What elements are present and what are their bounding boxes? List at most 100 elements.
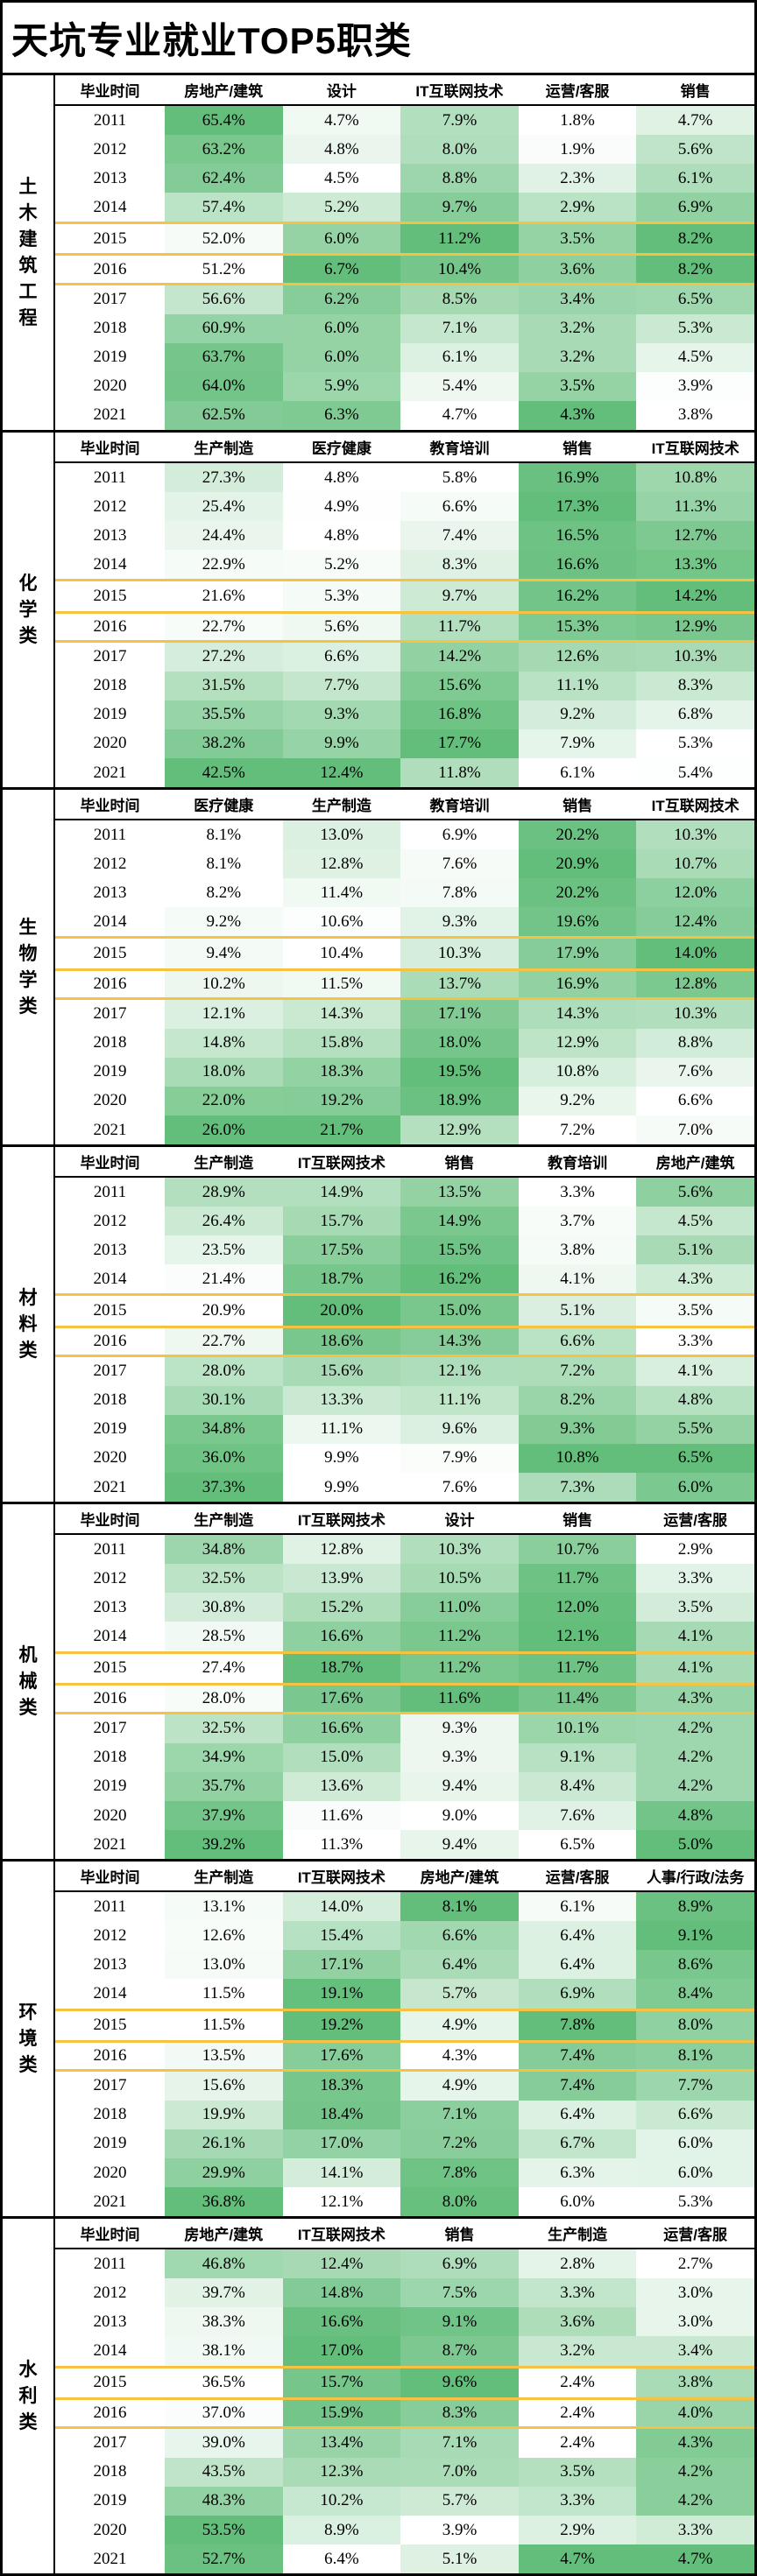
heatmap-cell: 11.2% [400,1653,519,1683]
year-label: 2014 [55,2336,165,2366]
heatmap-cell: 4.2% [636,1742,754,1772]
heatmap-cell: 5.2% [282,550,401,580]
heatmap-cell: 7.6% [518,1800,637,1831]
section-table: 毕业时间 生产制造 IT互联网技术 销售 教育培训 房地产/建筑 2011 28.9% 14.9… [55,1147,754,1503]
column-header: 生产制造 [311,798,371,815]
heatmap-cell: 4.3% [636,1264,754,1294]
section-label-char: 水 [18,2360,38,2381]
heatmap-cell: 8.8% [400,164,519,194]
heatmap-cell: 7.0% [636,1116,754,1145]
heatmap-cell: 31.5% [165,671,283,700]
heatmap-cell: 5.9% [282,371,401,401]
header-row: 毕业时间 房地产/建筑 IT互联网技术 销售 生产制造 运营/客服 [55,2219,754,2250]
table-row: 2011 34.8% 12.8% 10.3% 10.7% 2.9% [55,1535,754,1565]
heatmap-cell: 12.1% [165,999,283,1029]
heatmap-cell: 62.5% [165,400,283,431]
heatmap-cell: 52.7% [165,2544,283,2574]
section-材料类: 材料类毕业时间 生产制造 IT互联网技术 销售 教育培训 房地产/建筑 2011 28.9% 1… [3,1144,754,1503]
heatmap-cell: 11.2% [400,224,519,254]
heatmap-cell: 9.2% [165,907,283,937]
heatmap-cell: 11.4% [282,878,401,908]
heatmap-cell: 11.3% [282,1830,401,1860]
heatmap-cell: 17.1% [400,999,519,1029]
column-header: 人事/行政/法务 [646,1869,745,1887]
table-row: 2013 23.5% 17.5% 15.5% 3.8% 5.1% [55,1235,754,1265]
section-label: 机械类 [3,1504,55,1860]
heatmap-cell: 15.0% [400,1296,519,1326]
table-row: 2013 13.0% 17.1% 6.4% 6.4% 8.6% [55,1950,754,1980]
table-row: 2016 22.7% 18.6% 14.3% 6.6% 3.3% [55,1325,754,1357]
heatmap-cell: 7.8% [400,2158,519,2188]
heatmap-cell: 12.0% [518,1593,637,1622]
heatmap-cell: 10.7% [518,1535,637,1565]
heatmap-cell: 53.5% [165,2516,283,2545]
heatmap-cell: 4.1% [518,1264,637,1294]
heatmap-cell: 6.6% [400,492,519,522]
table-row: 2020 29.9% 14.1% 7.8% 6.3% 6.0% [55,2158,754,2188]
heatmap-cell: 7.7% [282,671,401,700]
year-label: 2016 [55,970,165,997]
section-label: 环境类 [3,1862,55,2217]
section-label-char: 土 [18,176,38,197]
table-row: 2017 39.0% 13.4% 7.1% 2.4% 4.3% [55,2428,754,2458]
heatmap-cell: 18.9% [400,1086,519,1116]
heatmap-cell: 19.1% [282,1979,401,2009]
year-label: 2020 [55,1800,165,1831]
heatmap-cell: 7.2% [400,2129,519,2158]
heatmap-cell: 42.5% [165,757,283,788]
year-label: 2013 [55,878,165,908]
year-column-header: 毕业时间 [80,2227,140,2244]
table-row: 2013 30.8% 15.2% 11.0% 12.0% 3.5% [55,1593,754,1622]
section-table: 毕业时间 房地产/建筑 设计 IT互联网技术 运营/客服 销售 2011 65.4% 4.7% 7… [55,75,754,431]
heatmap-cell: 9.1% [518,1742,637,1772]
heatmap-cell: 13.5% [400,1178,519,1207]
table-row: 2018 34.9% 15.0% 9.3% 9.1% 4.2% [55,1742,754,1772]
heatmap-cell: 11.8% [400,757,519,788]
heatmap-cell: 16.5% [518,521,637,551]
year-label: 2017 [55,2071,165,2101]
heatmap-cell: 3.8% [518,1235,637,1265]
year-label: 2020 [55,728,165,758]
year-label: 2014 [55,907,165,937]
table-row: 2018 43.5% 12.3% 7.0% 3.5% 4.2% [55,2457,754,2487]
table-row: 2012 26.4% 15.7% 14.9% 3.7% 4.5% [55,1207,754,1236]
section-table: 毕业时间 生产制造 IT互联网技术 设计 销售 运营/客服 2011 34.8% 12.8% 10… [55,1504,754,1860]
year-label: 2021 [55,1473,165,1503]
heatmap-cell: 6.4% [518,1950,637,1980]
heatmap-cell: 6.9% [636,193,754,222]
heatmap-cell: 11.5% [165,1979,283,2009]
heatmap-cell: 6.4% [282,2544,401,2574]
header-row: 毕业时间 医疗健康 生产制造 教育培训 销售 IT互联网技术 [55,790,754,821]
heatmap-cell: 14.2% [400,642,519,672]
table-row: 2014 22.9% 5.2% 8.3% 16.6% 13.3% [55,550,754,580]
section-label-char: 生 [18,917,38,938]
heatmap-cell: 9.6% [400,2368,519,2397]
heatmap-cell: 12.8% [636,970,754,997]
heatmap-cell: 11.3% [636,492,754,522]
heatmap-cell: 36.0% [165,1443,283,1474]
heatmap-cell: 8.0% [400,135,519,165]
year-label: 2019 [55,2486,165,2516]
heatmap-cell: 8.1% [165,849,283,879]
heatmap-cell: 18.7% [282,1653,401,1683]
heatmap-cell: 12.1% [282,2187,401,2217]
heatmap-cell: 5.5% [636,1414,754,1444]
heatmap-cell: 5.1% [400,2544,519,2574]
heatmap-cell: 11.2% [400,1622,519,1651]
heatmap-cell: 30.8% [165,1593,283,1622]
heatmap-cell: 13.4% [282,2428,401,2458]
heatmap-cell: 9.7% [400,193,519,222]
table-row: 2013 24.4% 4.8% 7.4% 16.5% 12.7% [55,521,754,551]
heatmap-cell: 13.9% [282,1564,401,1594]
heatmap-cell: 5.4% [636,757,754,788]
heatmap-cell: 6.6% [400,1921,519,1951]
section-label-char: 类 [18,1698,38,1719]
heatmap-cell: 4.1% [636,1653,754,1683]
table-row: 2020 38.2% 9.9% 17.7% 7.9% 5.3% [55,728,754,758]
heatmap-cell: 3.2% [518,2336,637,2366]
year-label: 2012 [55,1564,165,1594]
heatmap-cell: 9.3% [400,1714,519,1743]
heatmap-cell: 9.3% [400,907,519,937]
heatmap-cell: 6.6% [636,1086,754,1116]
year-label: 2018 [55,1028,165,1058]
